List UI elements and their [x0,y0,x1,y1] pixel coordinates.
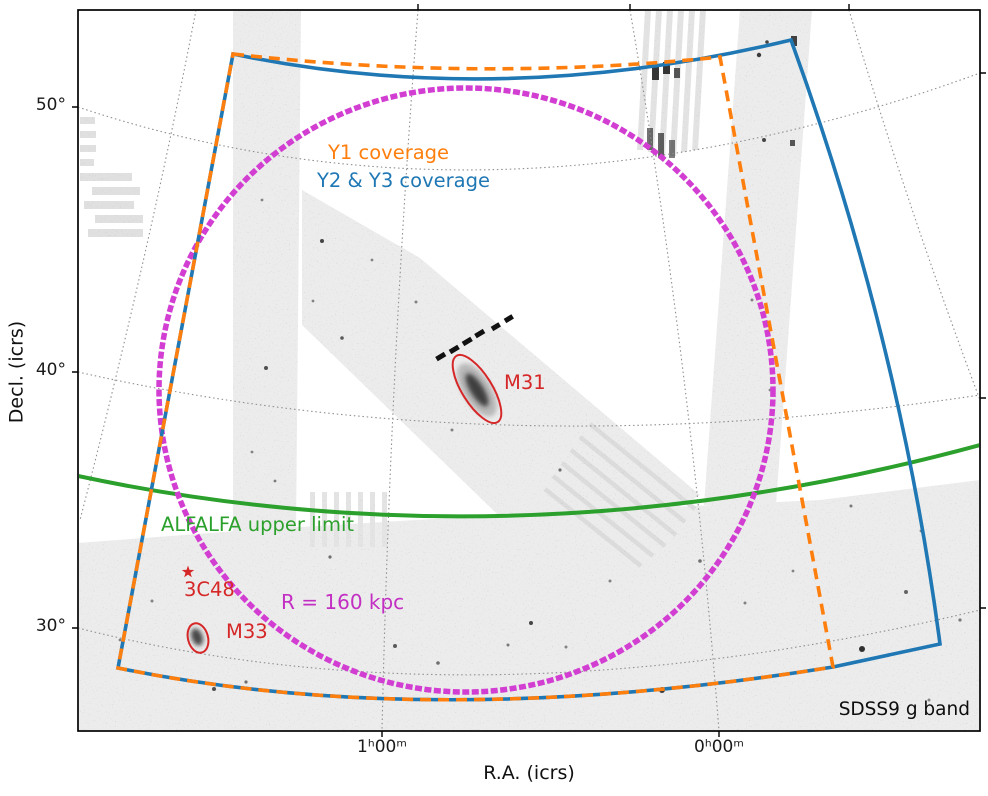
y-tick-40: 40° [35,360,66,380]
radius-label: R = 160 kpc [281,590,405,614]
y-tick-30: 30° [35,616,66,636]
m33-label: M33 [226,620,268,643]
plot-frame [77,9,981,732]
alfalfa-label: ALFALFA upper limit [161,513,355,536]
survey-star-speckles [118,40,962,702]
y23-coverage-label: Y2 & Y3 coverage [317,169,490,192]
m33-ellipse [186,622,210,654]
ccd-blotches [647,36,797,158]
y-tick-50: 50° [35,95,66,115]
alfalfa-line [79,443,979,519]
y-axis-label: Decl. (icrs) [5,320,28,424]
m31-ellipse [451,353,503,425]
c48-star-marker [181,565,195,578]
x-axis-label: R.A. (icrs) [483,762,575,784]
band-jagged-edge [310,182,413,245]
m33-galaxy-smudge [190,628,204,646]
y1-coverage-label: Y1 coverage [328,141,450,164]
quasar-label: 3C48 [184,578,235,601]
m31-label: M31 [504,371,546,394]
y1-outline [115,52,836,702]
m31-galaxy-smudge [457,363,497,417]
x-tick-0h00m: 0ʰ00ᵐ [694,737,744,757]
sdss-band-label: SDSS9 g band [838,699,970,720]
y23-outline [115,37,943,702]
r160-circle [156,85,776,695]
x-tick-1h00m: 1ʰ00ᵐ [357,737,407,757]
axis-ticks [72,4,986,737]
ccd-artifact-dashes [435,314,514,362]
